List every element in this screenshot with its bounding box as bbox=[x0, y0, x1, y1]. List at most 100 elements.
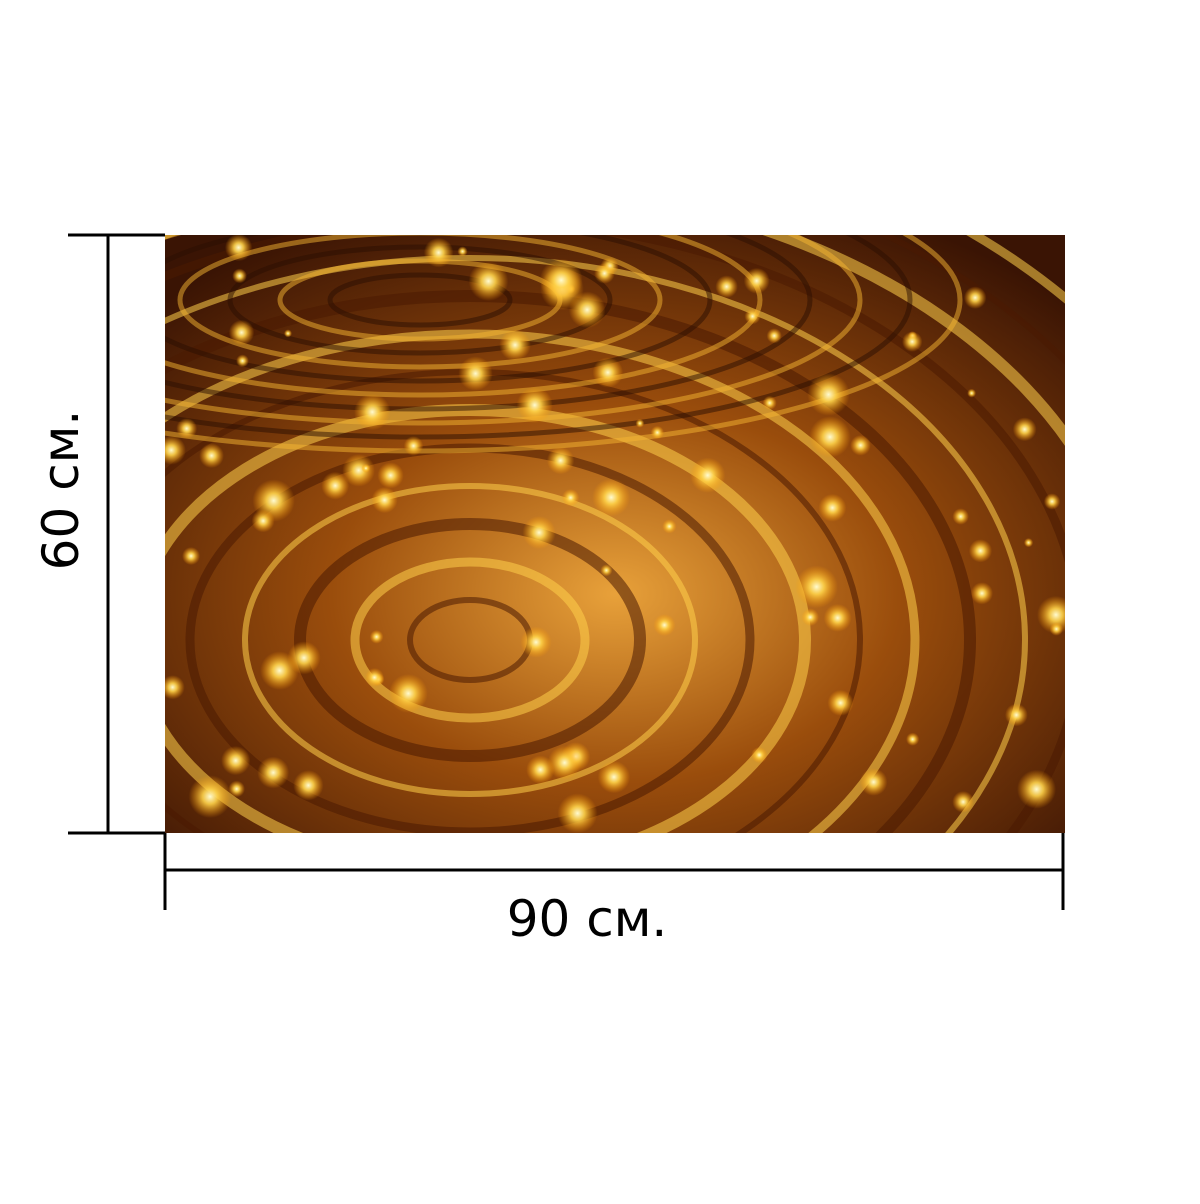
sparkle bbox=[522, 515, 556, 550]
sparkle bbox=[176, 418, 198, 439]
sparkle bbox=[744, 308, 761, 325]
sparkle bbox=[807, 373, 850, 416]
sparkle bbox=[795, 565, 838, 609]
sparkle bbox=[361, 463, 371, 473]
sparkle bbox=[906, 732, 920, 746]
sparkle bbox=[594, 262, 615, 284]
sparkle bbox=[224, 235, 253, 262]
sparkle bbox=[952, 791, 975, 813]
sparkle bbox=[369, 629, 384, 644]
sparkle bbox=[228, 319, 255, 346]
sparkle bbox=[342, 454, 375, 487]
sparkle bbox=[1004, 703, 1028, 727]
sparkle bbox=[859, 768, 888, 796]
sparkle bbox=[743, 267, 770, 294]
sparkle bbox=[1012, 417, 1037, 442]
ripple bbox=[242, 483, 698, 797]
sparkle bbox=[388, 674, 428, 713]
sparkle bbox=[232, 268, 247, 284]
sparkle bbox=[377, 462, 404, 489]
sparkle bbox=[597, 760, 631, 794]
sparkle bbox=[546, 446, 575, 475]
ripple bbox=[294, 518, 646, 762]
sparkle bbox=[952, 508, 969, 525]
sparkle bbox=[458, 356, 493, 391]
sparkle bbox=[967, 388, 977, 398]
sparkle bbox=[293, 770, 324, 801]
sparkle bbox=[1017, 769, 1057, 809]
sparkle bbox=[827, 689, 854, 716]
sparkle bbox=[1049, 622, 1064, 636]
sparkle bbox=[635, 418, 645, 428]
ripple bbox=[350, 557, 590, 723]
sparkle bbox=[365, 667, 385, 687]
ripple bbox=[165, 235, 913, 440]
dimension-lines bbox=[68, 233, 1065, 910]
sparkle bbox=[457, 246, 468, 257]
sparkle bbox=[516, 387, 553, 424]
sparkle bbox=[561, 488, 580, 507]
sparkle bbox=[557, 793, 598, 833]
sparkle bbox=[188, 775, 232, 819]
sparkle bbox=[801, 608, 820, 627]
sparkle bbox=[236, 354, 249, 368]
sparkle bbox=[403, 436, 424, 456]
height-label: 60 см. bbox=[32, 410, 90, 571]
ripple bbox=[177, 235, 663, 370]
sparkle bbox=[520, 626, 552, 658]
sparkle bbox=[526, 755, 555, 784]
sparkle bbox=[283, 329, 292, 338]
sparkle bbox=[354, 393, 391, 431]
sparkle bbox=[547, 745, 582, 780]
sparkle bbox=[199, 443, 224, 469]
ripple bbox=[227, 244, 613, 356]
sparkle bbox=[260, 651, 299, 690]
ripple bbox=[165, 235, 763, 398]
sparkle bbox=[809, 416, 851, 458]
ripple bbox=[165, 235, 813, 412]
sparkle bbox=[251, 509, 275, 533]
sparkle bbox=[715, 275, 738, 298]
wallpaper-image bbox=[165, 235, 1065, 833]
ripple bbox=[165, 235, 713, 384]
sparkle bbox=[766, 328, 782, 344]
sparkle bbox=[690, 457, 726, 493]
ripple bbox=[327, 272, 513, 328]
sparkle bbox=[818, 493, 847, 522]
sparkle bbox=[823, 603, 852, 632]
sparkle bbox=[592, 357, 624, 388]
ripple bbox=[165, 235, 863, 426]
sparkle bbox=[228, 780, 245, 798]
sparkle bbox=[221, 745, 251, 776]
sparkle bbox=[1043, 493, 1061, 510]
sparkle bbox=[321, 471, 350, 500]
sparkle bbox=[592, 478, 631, 517]
width-label: 90 см. bbox=[507, 890, 668, 948]
sparkle bbox=[468, 261, 509, 302]
sparkle bbox=[165, 675, 185, 700]
ripple bbox=[165, 255, 1028, 833]
sparkle bbox=[257, 756, 290, 789]
sparkle bbox=[970, 582, 994, 605]
sparkle bbox=[568, 291, 606, 329]
sparkle bbox=[968, 539, 993, 563]
sparkle bbox=[902, 331, 923, 352]
sparkle bbox=[963, 286, 987, 309]
sparkle bbox=[165, 435, 186, 465]
sparkle bbox=[653, 614, 676, 637]
sparkle bbox=[371, 486, 398, 514]
sparkle bbox=[662, 519, 677, 534]
sparkle bbox=[762, 395, 777, 411]
sparkle bbox=[1023, 538, 1034, 548]
sparkle bbox=[539, 258, 583, 302]
sparkle bbox=[600, 564, 613, 577]
sparkle bbox=[751, 746, 768, 764]
sparkle bbox=[650, 425, 665, 440]
sparkle bbox=[499, 329, 531, 361]
sparkle bbox=[182, 547, 201, 566]
sparkle bbox=[423, 237, 454, 268]
ripple bbox=[165, 290, 976, 833]
sparkle bbox=[850, 435, 871, 456]
